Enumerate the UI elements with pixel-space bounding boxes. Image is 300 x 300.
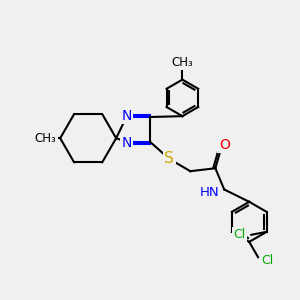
Text: N: N [121,136,132,150]
Text: Cl: Cl [234,228,246,241]
Text: N: N [121,109,132,122]
Text: O: O [219,138,230,152]
Text: CH₃: CH₃ [172,56,193,69]
Text: Cl: Cl [261,254,273,267]
Text: S: S [164,151,174,166]
Text: CH₃: CH₃ [34,132,56,145]
Text: HN: HN [199,187,219,200]
